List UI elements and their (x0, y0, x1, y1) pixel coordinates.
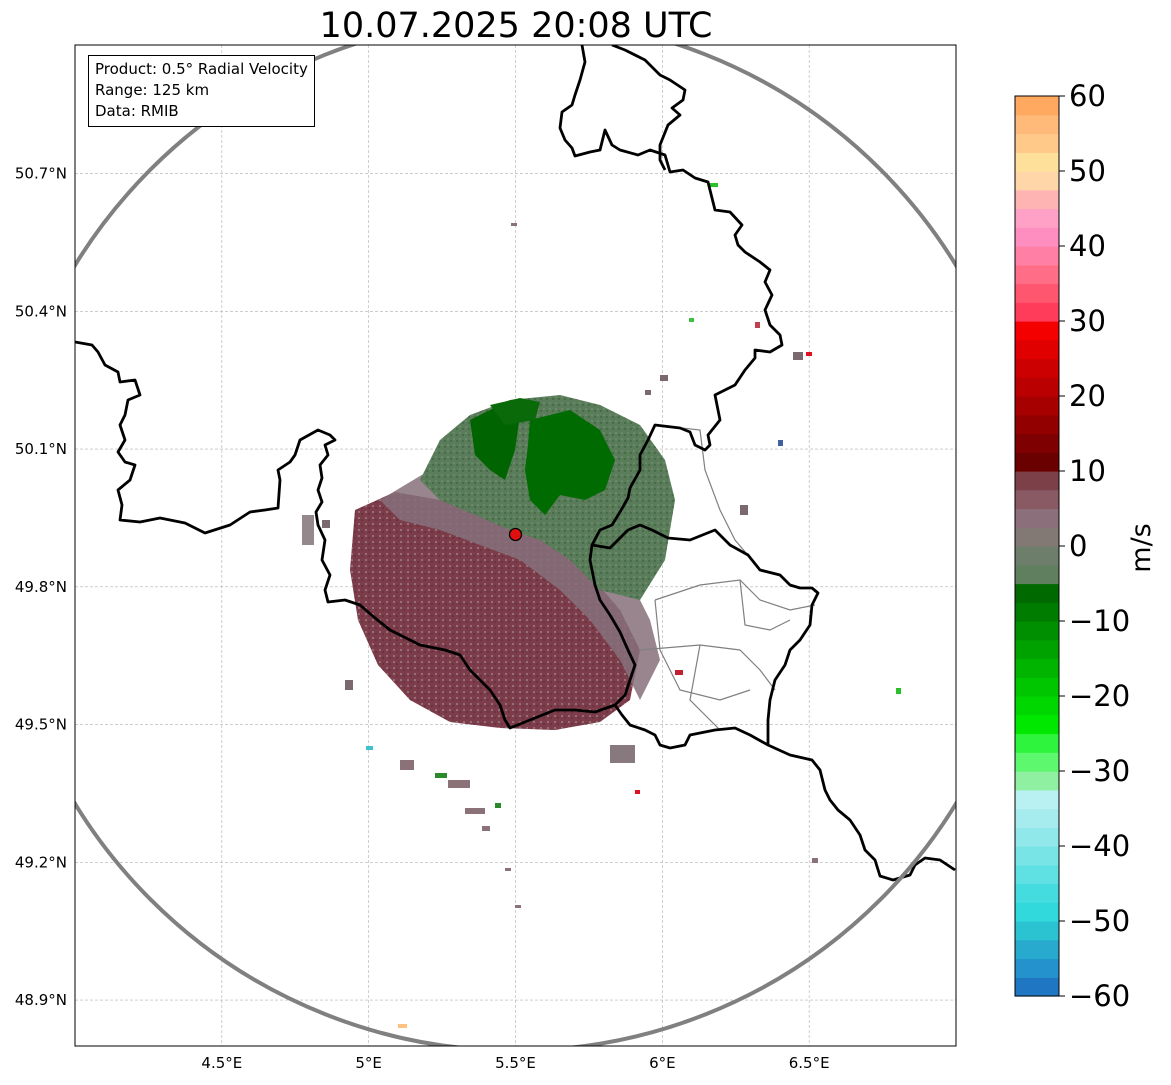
border-be-fr-north (75, 45, 784, 730)
colorbar-segment (1015, 96, 1059, 116)
colorbar-segment (1015, 827, 1059, 847)
colorbar-tick-label: −10 (1069, 604, 1130, 638)
y-tick-label: 49.2°N (15, 853, 67, 871)
colorbar-tick-label: 60 (1069, 79, 1106, 113)
colorbar-segment (1015, 789, 1059, 810)
colorbar-segment (1015, 977, 1059, 997)
admin-borders (639, 424, 816, 731)
plot-frame (74, 44, 957, 1047)
echo-near-zero-region (380, 470, 660, 700)
colorbar-segment (1015, 677, 1059, 697)
colorbar-segment (1015, 771, 1059, 791)
y-tick-label: 48.9°N (15, 991, 67, 1009)
colorbar-segment (1015, 508, 1059, 528)
colorbar-tick-label: 0 (1069, 529, 1087, 563)
colorbar-tick-label: 30 (1069, 304, 1106, 338)
y-tick-label: 49.5°N (15, 716, 67, 734)
colorbar-segment (1015, 939, 1059, 960)
colorbar-segment (1015, 246, 1059, 266)
colorbar-segment (1015, 639, 1059, 660)
colorbar-segment (1015, 752, 1059, 772)
colorbar-segment (1015, 733, 1059, 753)
colorbar-segment (1015, 208, 1059, 228)
x-tick-label: 5°E (355, 1054, 382, 1072)
colorbar-tick-label: −30 (1069, 754, 1130, 788)
colorbar-segment (1015, 883, 1059, 903)
colorbar-segment (1015, 808, 1059, 828)
colorbar-tick-label: −50 (1069, 904, 1130, 938)
colorbar-segment (1015, 339, 1059, 360)
product-label: Product: 0.5° Radial Velocity (95, 60, 308, 78)
colorbar-segment (1015, 696, 1059, 716)
country-borders (75, 45, 956, 882)
colorbar-segment (1015, 377, 1059, 397)
map-area (75, 45, 956, 1046)
colorbar-tick-label: 10 (1069, 454, 1106, 488)
y-axis: 48.9°N 49.2°N 49.5°N 49.8°N 50.1°N 50.4°N 50.7… (15, 165, 67, 1010)
colorbar-segment (1015, 564, 1059, 585)
colorbar-segment (1015, 264, 1059, 285)
y-tick-label: 50.4°N (15, 302, 67, 320)
colorbar-tick-label: 40 (1069, 229, 1106, 263)
colorbar-segment (1015, 189, 1059, 210)
echo-inbound-core-north (490, 398, 540, 425)
colorbar-segment (1015, 283, 1059, 303)
border-fr-lu-south (613, 704, 769, 750)
colorbar-segment (1015, 114, 1059, 135)
radar-echoes (302, 183, 901, 1028)
colorbar-segment (1015, 714, 1059, 735)
x-tick-label: 4.5°E (201, 1054, 242, 1072)
border-de-lu-east (611, 45, 687, 171)
colorbar-segment (1015, 527, 1059, 547)
colorbar-segment (1015, 958, 1059, 978)
y-tick-label: 49.8°N (15, 578, 67, 596)
colorbar-segment (1015, 583, 1059, 603)
colorbar-tick-label: −60 (1069, 979, 1130, 1013)
y-tick-label: 50.1°N (15, 440, 67, 458)
colorbar-segment (1015, 452, 1059, 472)
x-axis: 4.5°E 5°E 5.5°E 6°E 6.5°E (201, 1054, 829, 1072)
colorbar-tick-label: −20 (1069, 679, 1130, 713)
colorbar-segment (1015, 396, 1059, 416)
product-info-box: Product: 0.5° Radial Velocity Range: 125… (88, 55, 315, 127)
y-tick-label: 50.7°N (15, 165, 67, 183)
radar-site-marker (508, 527, 523, 542)
colorbar-tick-label: 50 (1069, 154, 1106, 188)
range-label: Range: 125 km (95, 81, 210, 99)
border-lu-fr-de (591, 523, 956, 882)
x-tick-label: 6°E (649, 1054, 676, 1072)
colorbar-segment (1015, 152, 1059, 172)
colorbar-segment (1015, 846, 1059, 866)
colorbar-segment (1015, 621, 1059, 641)
colorbar-segment (1015, 133, 1059, 153)
colorbar-segment (1015, 358, 1059, 378)
colorbar: −60 −50 −40 −30 −20 −10 0 10 20 30 40 50 60 (1014, 79, 1130, 1013)
colorbar-segment (1015, 658, 1059, 678)
colorbar-segment (1015, 921, 1059, 941)
colorbar-segment (1015, 902, 1059, 922)
colorbar-segment (1015, 227, 1059, 247)
echo-inbound-core-east (525, 410, 615, 515)
colorbar-segment (1015, 489, 1059, 510)
data-source-label: Data: RMIB (95, 102, 179, 120)
colorbar-segment (1015, 864, 1059, 885)
colorbar-tick-label: −40 (1069, 829, 1130, 863)
colorbar-segment (1015, 602, 1059, 622)
colorbar-label: m/s (1126, 523, 1157, 572)
colorbar-tick-label: 20 (1069, 379, 1106, 413)
colorbar-segment (1015, 171, 1059, 191)
x-tick-label: 5.5°E (495, 1054, 536, 1072)
colorbar-segment (1015, 433, 1059, 453)
colorbar-segment (1015, 546, 1059, 566)
colorbar-segment (1015, 414, 1059, 435)
colorbar-segment (1015, 302, 1059, 322)
colorbar-segment (1015, 321, 1059, 341)
colorbar-segment (1015, 471, 1059, 491)
chart-title: 10.07.2025 20:08 UTC (320, 6, 713, 46)
x-tick-label: 6.5°E (789, 1054, 830, 1072)
